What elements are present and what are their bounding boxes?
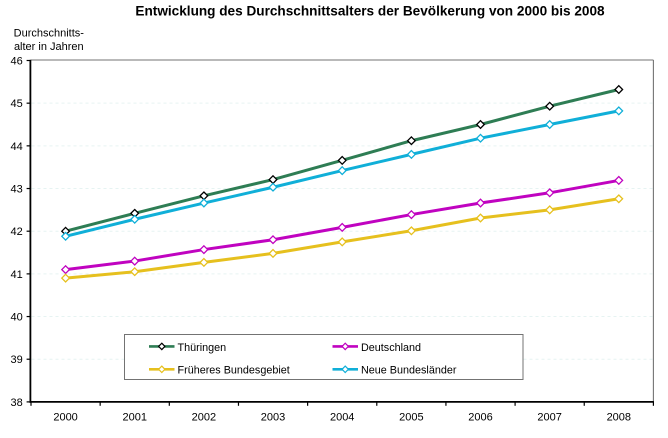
svg-text:2003: 2003 (261, 412, 285, 424)
svg-text:Entwicklung des Durchschnittsa: Entwicklung des Durchschnittsalters der … (135, 4, 605, 19)
svg-text:2006: 2006 (468, 412, 492, 424)
svg-text:2000: 2000 (53, 412, 77, 424)
svg-text:2002: 2002 (192, 412, 216, 424)
svg-text:43: 43 (11, 184, 23, 196)
svg-text:Thüringen: Thüringen (178, 342, 227, 354)
svg-text:2007: 2007 (537, 412, 561, 424)
svg-text:39: 39 (11, 354, 23, 366)
svg-text:41: 41 (11, 269, 23, 281)
svg-text:Früheres Bundesgebiet: Früheres Bundesgebiet (178, 365, 290, 377)
svg-text:46: 46 (11, 56, 23, 68)
svg-text:44: 44 (11, 141, 23, 153)
svg-text:40: 40 (11, 312, 23, 324)
svg-text:Deutschland: Deutschland (361, 342, 421, 354)
svg-text:Neue Bundesländer: Neue Bundesländer (361, 365, 457, 377)
svg-text:2005: 2005 (399, 412, 423, 424)
svg-text:45: 45 (11, 98, 23, 110)
svg-text:2004: 2004 (330, 412, 354, 424)
svg-text:alter in Jahren: alter in Jahren (14, 41, 84, 53)
svg-text:38: 38 (11, 397, 23, 409)
svg-text:2008: 2008 (607, 412, 631, 424)
svg-text:2001: 2001 (122, 412, 146, 424)
svg-text:Durchschnitts-: Durchschnitts- (14, 27, 85, 39)
svg-text:42: 42 (11, 226, 23, 238)
